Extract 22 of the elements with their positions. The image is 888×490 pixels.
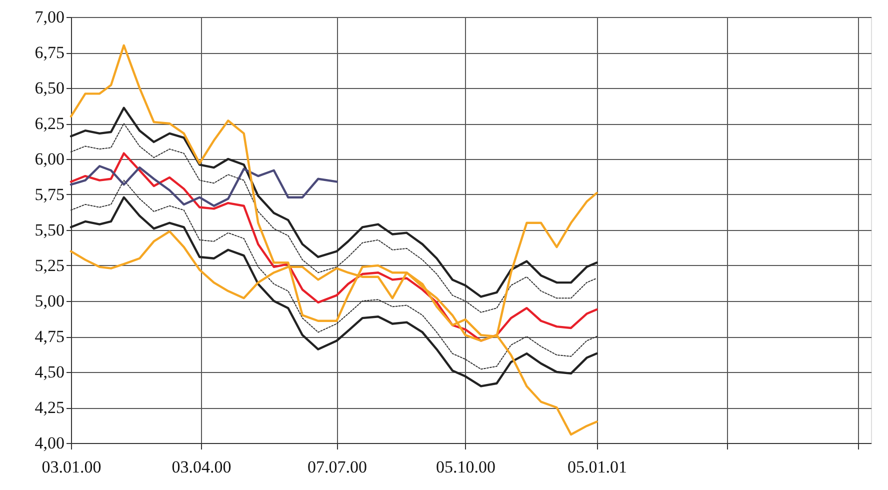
line-series [70,106,598,298]
y-tick-label: 4,00 [34,434,64,452]
y-tick-label: 6,50 [34,78,64,98]
y-tick-label: 4,50 [34,362,64,382]
x-tick-label: 03.04.00 [172,458,232,476]
y-tick-label: 6,25 [34,114,64,133]
y-tick-label: 6,00 [34,150,64,168]
y-tick-label: 4,25 [34,398,64,417]
y-tick-label: 5,50 [34,220,64,240]
line-series [70,152,598,342]
x-tick-label: 07.07.00 [307,458,367,476]
y-tick-label: 5,25 [34,256,64,275]
x-tick-label: 05.10.00 [436,458,496,476]
x-tick-label: 03.01.00 [42,458,102,476]
y-tick-label: 6,75 [34,43,64,62]
line-series [70,165,338,207]
y-tick-label: 7,00 [34,8,64,26]
line-series [70,196,598,388]
x-tick-label: 05.01.01 [567,458,627,476]
y-tick-label: 5,00 [34,292,64,310]
y-tick-label: 5,75 [34,185,64,204]
y-tick-label: 4,75 [34,327,64,346]
